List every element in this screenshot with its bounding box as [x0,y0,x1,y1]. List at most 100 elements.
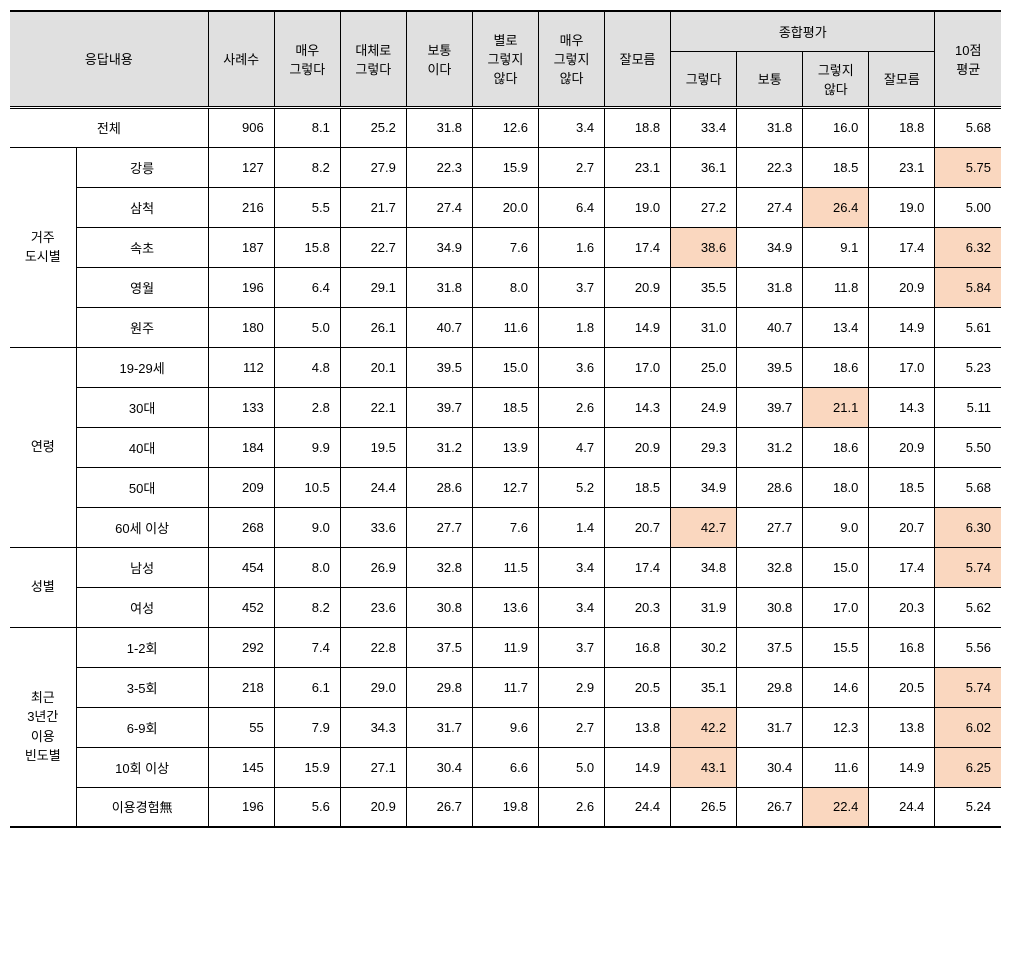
row-label: 30대 [76,387,208,427]
data-cell: 7.4 [274,627,340,667]
data-cell: 9.6 [472,707,538,747]
data-cell: 31.8 [406,267,472,307]
data-cell: 180 [208,307,274,347]
header-eval-agree: 그렇다 [671,51,737,107]
data-cell: 22.3 [737,147,803,187]
data-cell: 209 [208,467,274,507]
data-cell: 17.4 [869,547,935,587]
data-cell: 13.4 [803,307,869,347]
data-cell: 5.24 [935,787,1001,827]
data-cell: 10.5 [274,467,340,507]
data-cell: 14.9 [869,747,935,787]
data-cell: 2.8 [274,387,340,427]
data-cell: 27.7 [737,507,803,547]
survey-table: 응답내용 사례수 매우그렇다 대체로그렇다 보통이다 별로그렇지않다 매우그렇지… [10,10,1001,828]
data-cell: 5.74 [935,547,1001,587]
data-cell: 24.4 [869,787,935,827]
data-cell: 22.1 [340,387,406,427]
data-cell: 11.9 [472,627,538,667]
data-cell: 3.4 [539,587,605,627]
data-cell: 3.6 [539,347,605,387]
table-row: 최근3년간이용빈도별1-2회2927.422.837.511.93.716.83… [10,627,1001,667]
table-row: 40대1849.919.531.213.94.720.929.331.218.6… [10,427,1001,467]
data-cell: 8.1 [274,107,340,147]
data-cell: 6.6 [472,747,538,787]
table-row: 50대20910.524.428.612.75.218.534.928.618.… [10,467,1001,507]
data-cell: 7.9 [274,707,340,747]
data-cell: 7.6 [472,507,538,547]
data-cell: 454 [208,547,274,587]
row-label: 여성 [76,587,208,627]
data-cell: 2.6 [539,787,605,827]
row-label: 6-9회 [76,707,208,747]
row-label: 속초 [76,227,208,267]
data-cell: 33.6 [340,507,406,547]
data-cell: 3.7 [539,627,605,667]
data-cell: 8.2 [274,587,340,627]
data-cell: 6.1 [274,667,340,707]
data-cell: 14.3 [605,387,671,427]
data-cell: 37.5 [406,627,472,667]
table-row: 이용경험無1965.620.926.719.82.624.426.526.722… [10,787,1001,827]
data-cell: 31.9 [671,587,737,627]
data-cell: 17.4 [869,227,935,267]
data-cell: 23.1 [605,147,671,187]
table-row: 3-5회2186.129.029.811.72.920.535.129.814.… [10,667,1001,707]
data-cell: 24.4 [340,467,406,507]
data-cell: 20.5 [605,667,671,707]
data-cell: 127 [208,147,274,187]
data-cell: 133 [208,387,274,427]
group-label: 거주도시별 [10,147,76,347]
data-cell: 5.61 [935,307,1001,347]
data-cell: 25.0 [671,347,737,387]
data-cell: 19.8 [472,787,538,827]
data-cell: 196 [208,787,274,827]
data-cell: 34.8 [671,547,737,587]
data-cell: 5.2 [539,467,605,507]
row-label: 남성 [76,547,208,587]
data-cell: 18.8 [605,107,671,147]
data-cell: 29.0 [340,667,406,707]
data-cell: 3.4 [539,107,605,147]
data-cell: 6.02 [935,707,1001,747]
data-cell: 187 [208,227,274,267]
header-neutral: 보통이다 [406,11,472,107]
data-cell: 3.7 [539,267,605,307]
data-cell: 2.9 [539,667,605,707]
data-cell: 16.0 [803,107,869,147]
data-cell: 17.4 [605,227,671,267]
data-cell: 14.3 [869,387,935,427]
data-cell: 27.1 [340,747,406,787]
data-cell: 14.9 [605,307,671,347]
data-cell: 29.8 [406,667,472,707]
table-row: 10회 이상14515.927.130.46.65.014.943.130.41… [10,747,1001,787]
row-label: 강릉 [76,147,208,187]
data-cell: 27.4 [406,187,472,227]
total-label: 전체 [10,107,208,147]
header-avg-10pt: 10점평균 [935,11,1001,107]
data-cell: 40.7 [406,307,472,347]
data-cell: 1.8 [539,307,605,347]
row-label: 이용경험無 [76,787,208,827]
data-cell: 26.5 [671,787,737,827]
data-cell: 8.0 [274,547,340,587]
data-cell: 15.9 [472,147,538,187]
data-cell: 13.8 [605,707,671,747]
data-cell: 8.2 [274,147,340,187]
data-cell: 6.32 [935,227,1001,267]
data-cell: 27.4 [737,187,803,227]
data-cell: 27.2 [671,187,737,227]
data-cell: 30.2 [671,627,737,667]
data-cell: 906 [208,107,274,147]
group-label: 최근3년간이용빈도별 [10,627,76,827]
data-cell: 30.8 [406,587,472,627]
row-label: 19-29세 [76,347,208,387]
data-cell: 4.7 [539,427,605,467]
data-cell: 55 [208,707,274,747]
data-cell: 26.9 [340,547,406,587]
table-row: 속초18715.822.734.97.61.617.438.634.99.117… [10,227,1001,267]
data-cell: 8.0 [472,267,538,307]
data-cell: 20.9 [869,267,935,307]
row-label: 삼척 [76,187,208,227]
data-cell: 9.9 [274,427,340,467]
